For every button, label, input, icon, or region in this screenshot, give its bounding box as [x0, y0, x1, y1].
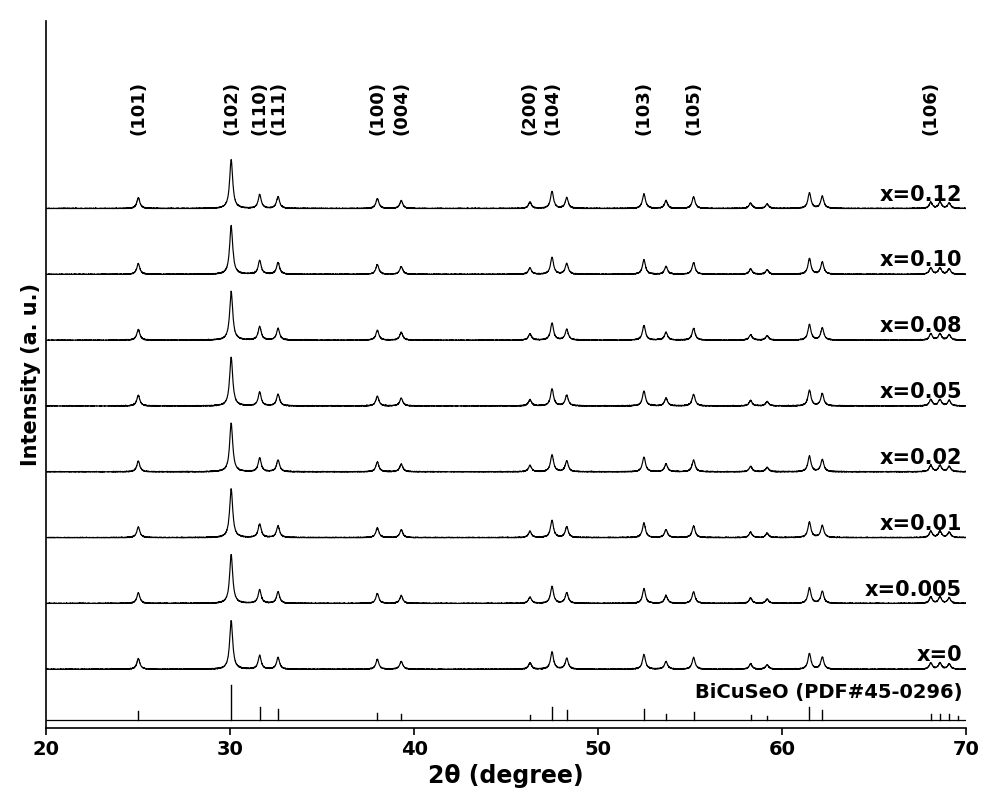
Text: x=0: x=0: [916, 646, 962, 665]
Text: x=0.12: x=0.12: [880, 184, 962, 205]
Text: (102): (102): [222, 82, 240, 135]
Text: (104): (104): [543, 82, 561, 135]
Text: x=0.08: x=0.08: [880, 316, 962, 337]
Text: (106): (106): [922, 82, 940, 135]
Text: (100): (100): [368, 82, 386, 135]
Text: BiCuSeO (PDF#45-0296): BiCuSeO (PDF#45-0296): [695, 683, 962, 702]
Text: x=0.01: x=0.01: [880, 514, 962, 534]
Text: x=0.02: x=0.02: [880, 448, 962, 468]
Text: (110): (110): [251, 82, 269, 135]
Text: x=0.005: x=0.005: [865, 579, 962, 599]
Text: (101): (101): [129, 82, 147, 135]
Text: (103): (103): [635, 82, 653, 135]
Y-axis label: Intensity (a. u.): Intensity (a. u.): [21, 283, 41, 466]
Text: x=0.05: x=0.05: [879, 382, 962, 402]
Text: (004): (004): [392, 82, 410, 135]
Text: (200): (200): [521, 82, 539, 135]
X-axis label: 2θ (degree): 2θ (degree): [428, 765, 584, 788]
Text: (111): (111): [269, 82, 287, 135]
Text: (105): (105): [685, 82, 703, 135]
Text: x=0.10: x=0.10: [880, 251, 962, 270]
